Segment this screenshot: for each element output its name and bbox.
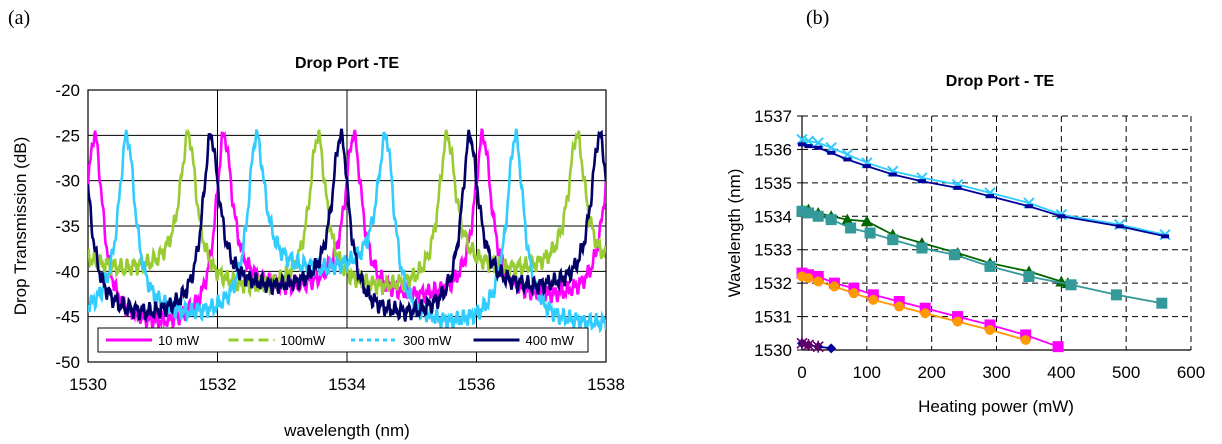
chart-b-ytick-label: 1530	[754, 341, 792, 360]
chart-b-point-square	[1110, 289, 1122, 301]
chart-a-legend-label: 300 mW	[403, 333, 452, 348]
chart-b-point-square	[893, 296, 905, 308]
chart-a-ytick-label: -35	[55, 217, 80, 236]
chart-b-point-square	[867, 289, 879, 301]
chart-b-point-dash	[1057, 214, 1066, 219]
chart-a-ylabel: Drop Transmission (dB)	[11, 137, 30, 316]
chart-b-point-dash	[827, 150, 836, 155]
chart-a-plot-frame	[87, 89, 607, 363]
chart-a-xtick-label: 1536	[458, 375, 496, 394]
chart-b-point-square	[1156, 297, 1168, 309]
chart-b-point-triangle	[841, 213, 854, 225]
chart-b-point-diamond	[826, 343, 837, 354]
chart-b-point-dash	[814, 145, 823, 150]
chart-b-xtick-label: 400	[1047, 363, 1075, 382]
chart-b-ytick-label: 1531	[754, 308, 792, 327]
chart-a-xtick-label: 1538	[587, 375, 625, 394]
chart-b-ytick-label: 1536	[754, 140, 792, 159]
chart-b-point-square	[1020, 329, 1032, 341]
chart-b-point-circle	[894, 301, 905, 312]
chart-a-title: Drop Port -TE	[295, 55, 399, 72]
chart-a-ytick-label: -50	[55, 353, 80, 372]
chart-b-point-square	[916, 242, 928, 254]
chart-a-ytick-label: -45	[55, 308, 80, 327]
chart-b-ytick-label: 1537	[754, 107, 792, 126]
chart-b-point-square	[1023, 270, 1035, 282]
chart-b-point-circle	[920, 308, 931, 319]
chart-b-point-square	[984, 319, 996, 331]
chart-a-legend-label: 100mW	[281, 333, 327, 348]
chart-b-point-dash	[798, 142, 806, 147]
chart-b-ytick-label: 1535	[754, 174, 792, 193]
chart-b-point-circle	[985, 324, 996, 335]
chart-b-ylabel: Wavelength (nm)	[725, 169, 744, 298]
chart-b-point-square	[796, 205, 808, 217]
chart-b-point-square	[1052, 341, 1064, 353]
chart-b-xtick-label: 100	[853, 363, 881, 382]
chart-a-series-line	[88, 128, 606, 299]
chart-b-point-square	[887, 234, 899, 246]
chart-b-point-dash	[843, 157, 852, 162]
chart-a-xtick-label: 1530	[69, 375, 107, 394]
chart-a-ytick-label: -20	[55, 81, 80, 100]
chart-b-point-dash	[986, 194, 995, 199]
chart-a-series-line	[88, 128, 606, 334]
chart-a-xtick-label: 1532	[199, 375, 237, 394]
chart-b-xtick-label: 0	[797, 363, 806, 382]
chart-b-point-circle	[848, 288, 859, 299]
chart-b-point-triangle	[860, 215, 873, 227]
chart-a-ytick-label: -25	[55, 126, 80, 145]
chart-b-point-circle	[829, 281, 840, 292]
chart-b-point-dash	[888, 172, 897, 177]
chart-b-point-square	[919, 302, 931, 314]
chart-b-xtick-label: 300	[982, 363, 1010, 382]
panel-a-label: (a)	[8, 7, 31, 29]
chart-a-ytick-label: -30	[55, 172, 80, 191]
chart-b-title: Drop Port - TE	[946, 73, 1055, 90]
chart-b-point-circle	[813, 276, 824, 287]
chart-a-xlabel: wavelength (nm)	[283, 421, 410, 440]
chart-b-point-square	[952, 311, 964, 323]
chart-b-point-square	[812, 270, 824, 282]
chart-a-legend-label: 400 mW	[526, 333, 575, 348]
chart-b-point-square	[812, 210, 824, 222]
chart-b-point-square	[1065, 279, 1077, 291]
chart-b-ytick-label: 1532	[754, 274, 792, 293]
chart-b-point-dash	[953, 185, 962, 190]
chart-b-ytick-label: 1534	[754, 207, 792, 226]
chart-b-point-circle	[1020, 334, 1031, 345]
chart-b-point-star	[796, 337, 808, 350]
chart-b-point-square	[948, 249, 960, 261]
chart-b-point-dash	[862, 164, 871, 169]
chart-b-xtick-label: 200	[917, 363, 945, 382]
chart-b-point-dash	[1161, 234, 1170, 239]
chart-b-point-square	[825, 214, 837, 226]
chart-b-xlabel: Heating power (mW)	[918, 397, 1074, 416]
chart-a-series-line	[88, 128, 606, 323]
chart-b-point-square	[845, 222, 857, 234]
chart-a-ytick-label: -40	[55, 262, 80, 281]
chart-b-point-dash	[1024, 204, 1033, 209]
chart-b-point-circle	[952, 316, 963, 327]
chart-b-point-dash	[1115, 224, 1124, 229]
chart-b-point-dash	[917, 179, 926, 184]
chart-b-ytick-label: 1533	[754, 241, 792, 260]
chart-b-point-square	[864, 227, 876, 239]
chart-b-point-circle	[868, 294, 879, 305]
chart-b-point-square	[984, 260, 996, 272]
chart-b-xtick-label: 500	[1112, 363, 1140, 382]
chart-b-xtick-label: 600	[1177, 363, 1205, 382]
chart-b-point-star	[802, 338, 815, 351]
chart-b-point-square	[802, 207, 814, 219]
chart-b-point-square	[848, 282, 860, 294]
panel-b-label: (b)	[806, 7, 830, 29]
chart-b-point-circle	[803, 273, 814, 284]
chart-a-xtick-label: 1534	[328, 375, 366, 394]
chart-b-point-star	[812, 340, 824, 353]
chart-a-legend-label: 10 mW	[158, 333, 200, 348]
chart-b-point-dash	[804, 144, 813, 149]
